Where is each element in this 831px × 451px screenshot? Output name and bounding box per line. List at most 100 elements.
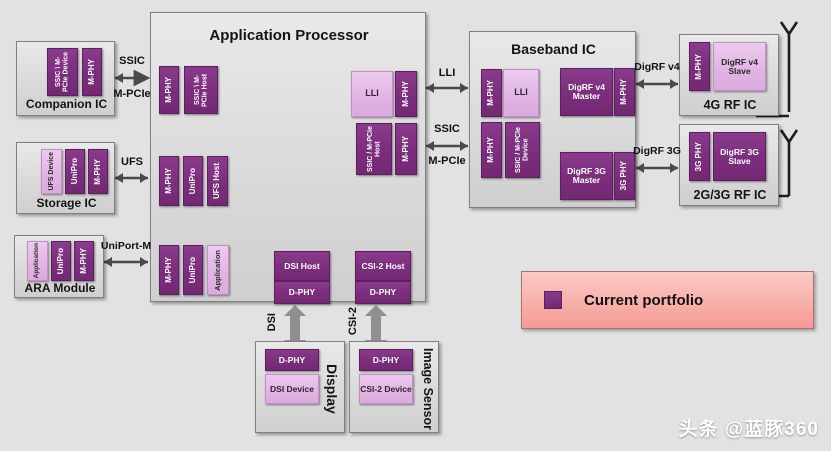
chip-label: D-PHY [278, 354, 306, 365]
chip-bb-3g-phy[interactable]: 3G PHY [614, 152, 635, 200]
legend-label-current-portfolio: Current portfolio [584, 291, 704, 309]
block-title-display: Display [324, 364, 340, 414]
block-display[interactable]: D-PHY DSI Device Display [255, 341, 345, 433]
chip-ap-application[interactable]: Application [207, 245, 229, 295]
block-image-sensor[interactable]: D-PHY CSI-2 Device Image Sensor [349, 341, 439, 433]
block-storage-ic[interactable]: UFS Device UniPro M-PHY Storage IC [16, 142, 115, 214]
chip-ap-csi2-host[interactable]: CSI-2 Host [355, 251, 411, 281]
block-4g-rf-ic[interactable]: M-PHY DigRF v4 Slave 4G RF IC [679, 34, 779, 116]
conn-label-csi2: CSI-2 [347, 307, 359, 336]
chip-ap-mphy-ara[interactable]: M-PHY [159, 245, 179, 295]
chip-ap-dphy-csi2[interactable]: D-PHY [355, 281, 411, 304]
chip-label: M-PHY [486, 137, 496, 163]
chip-bb-lli[interactable]: LLI [503, 69, 539, 117]
chip-label: UniPro [187, 256, 197, 284]
chip-label: DigRF v4 Slave [721, 56, 758, 76]
conn-label-storage-ufs: UFS [121, 156, 143, 168]
chip-label: M-PHY [486, 80, 496, 106]
chip-4g-digrf-v4-slave[interactable]: DigRF v4 Slave [713, 42, 766, 91]
chip-ap-dsi-host[interactable]: DSI Host [274, 251, 330, 281]
chip-label: DigRF 3G Master [567, 166, 606, 185]
chip-label: Application [213, 249, 223, 291]
chip-companion-ssic-mpcie-device[interactable]: SSIC \ M-PCIe Device [47, 48, 78, 96]
chip-sensor-dphy[interactable]: D-PHY [359, 349, 413, 371]
chip-bb-ssic-mpcie-device[interactable]: SSIC / M-PCIe Device [505, 122, 540, 178]
chip-label: UniPro [69, 158, 79, 185]
chip-ap-lli[interactable]: LLI [351, 71, 393, 117]
chip-label: LLI [365, 88, 379, 99]
block-title-ara-module: ARA Module [24, 281, 96, 295]
chip-label: SSIC \ M-PCIe Device [55, 51, 70, 93]
chip-2g3g-digrf-3g-slave[interactable]: DigRF 3G Slave [713, 132, 766, 181]
block-ara-module[interactable]: Application UniPro M-PHY ARA Module [14, 235, 104, 298]
chip-label: M-PHY [163, 257, 173, 283]
chip-bb-mphy-ssic[interactable]: M-PHY [481, 122, 502, 178]
block-title-baseband-ic: Baseband IC [511, 41, 596, 57]
chip-label: M-PHY [400, 81, 410, 107]
chip-label: UFS Host [212, 163, 222, 199]
conn-label-bb-ssic: SSIC [434, 123, 460, 135]
chip-label: M-PHY [163, 77, 173, 103]
chip-ap-unipro-ara[interactable]: UniPro [183, 245, 203, 295]
chip-label: DSI Host [284, 260, 320, 271]
chip-4g-mphy[interactable]: M-PHY [689, 42, 710, 91]
chip-label: SSIC / M-PCIe Host [366, 126, 381, 172]
chip-label: M-PHY [400, 136, 410, 162]
chip-ap-dphy-dsi[interactable]: D-PHY [274, 281, 330, 304]
chip-ap-ufs-host[interactable]: UFS Host [207, 156, 228, 206]
block-application-processor[interactable]: Application Processor M-PHY SSIC \ M-PCI… [150, 12, 426, 304]
chip-ap-ssic-mpcie-host[interactable]: SSIC \ M-PCIe Host [184, 66, 218, 114]
chip-sensor-csi2-device[interactable]: CSI-2 Device [359, 374, 413, 404]
chip-label: D-PHY [288, 287, 316, 298]
chip-label: CSI-2 Device [360, 383, 412, 394]
arrow-storage-ap [115, 173, 148, 183]
block-companion-ic[interactable]: SSIC \ M-PCIe Device M-PHY Companion IC [16, 41, 115, 116]
legend-box: Current portfolio [521, 271, 814, 329]
conn-label-ara-uniport: UniPort-M [100, 240, 152, 252]
chip-ap-mphy-companion[interactable]: M-PHY [159, 66, 179, 114]
chip-ara-mphy[interactable]: M-PHY [74, 241, 94, 281]
chip-label: 3G PHY [619, 161, 629, 191]
arrow-companion-ap [100, 69, 151, 87]
chip-2g3g-3g-phy[interactable]: 3G PHY [689, 132, 710, 181]
chip-bb-mphy-digrf-v4[interactable]: M-PHY [614, 68, 635, 116]
chip-ap-unipro-storage[interactable]: UniPro [183, 156, 203, 206]
block-title-4g-rf-ic: 4G RF IC [703, 98, 757, 112]
chip-label: UniPro [187, 167, 197, 195]
chip-ap-mphy-storage[interactable]: M-PHY [159, 156, 179, 206]
chip-label: LLI [514, 87, 528, 98]
conn-label-digrf-3g: DigRF 3G [633, 145, 681, 157]
arrow-ap-bb-ssic [426, 141, 468, 151]
chip-label: SSIC \ M-PCIe Host [193, 73, 208, 107]
chip-ap-mphy-lli[interactable]: M-PHY [395, 71, 417, 117]
legend-swatch-current-portfolio [544, 291, 562, 309]
arrow-ap-bb-lli [426, 83, 468, 93]
chip-ap-ssic-mpcie-host-bb[interactable]: SSIC / M-PCIe Host [356, 123, 392, 175]
chip-ara-application[interactable]: Application [27, 241, 48, 281]
chip-label: M-PHY [86, 59, 96, 85]
chip-storage-ufs-device[interactable]: UFS Device [41, 149, 62, 194]
chip-companion-mphy[interactable]: M-PHY [82, 48, 102, 96]
chip-ap-mphy-ssic-bb[interactable]: M-PHY [395, 123, 417, 175]
chip-storage-mphy[interactable]: M-PHY [88, 149, 108, 194]
chip-label: M-PHY [92, 158, 102, 185]
block-2g3g-rf-ic[interactable]: 3G PHY DigRF 3G Slave 2G/3G RF IC [679, 124, 779, 206]
chip-bb-digrf-v4-master[interactable]: DigRF v4 Master [560, 68, 613, 116]
conn-label-companion-mpcie: M-PCIe [113, 88, 151, 100]
chip-storage-unipro[interactable]: UniPro [65, 149, 85, 194]
chip-bb-digrf-3g-master[interactable]: DigRF 3G Master [560, 152, 613, 200]
chip-label: M-PHY [163, 168, 173, 194]
chip-display-dphy[interactable]: D-PHY [265, 349, 319, 371]
chip-label: Application [33, 243, 41, 279]
block-baseband-ic[interactable]: Baseband IC M-PHY LLI M-PHY SSIC / M-PCI… [469, 31, 636, 208]
chip-bb-mphy-lli[interactable]: M-PHY [481, 69, 502, 117]
block-title-storage-ic: Storage IC [36, 196, 97, 210]
arrow-bb-4g [636, 79, 678, 89]
chip-ara-unipro[interactable]: UniPro [51, 241, 71, 281]
block-title-companion-ic: Companion IC [25, 97, 108, 111]
chip-display-dsi-device[interactable]: DSI Device [265, 374, 319, 404]
chip-label: M-PHY [78, 248, 88, 274]
chip-label: 3G PHY [694, 141, 704, 172]
conn-label-companion-ssic: SSIC [119, 55, 145, 67]
